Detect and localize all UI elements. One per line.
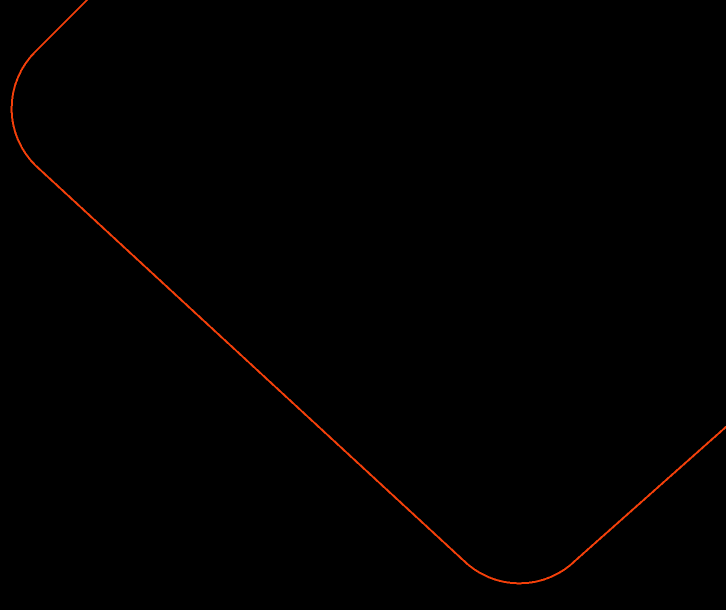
rounded-rectangle-outline-path: [10, 0, 726, 585]
